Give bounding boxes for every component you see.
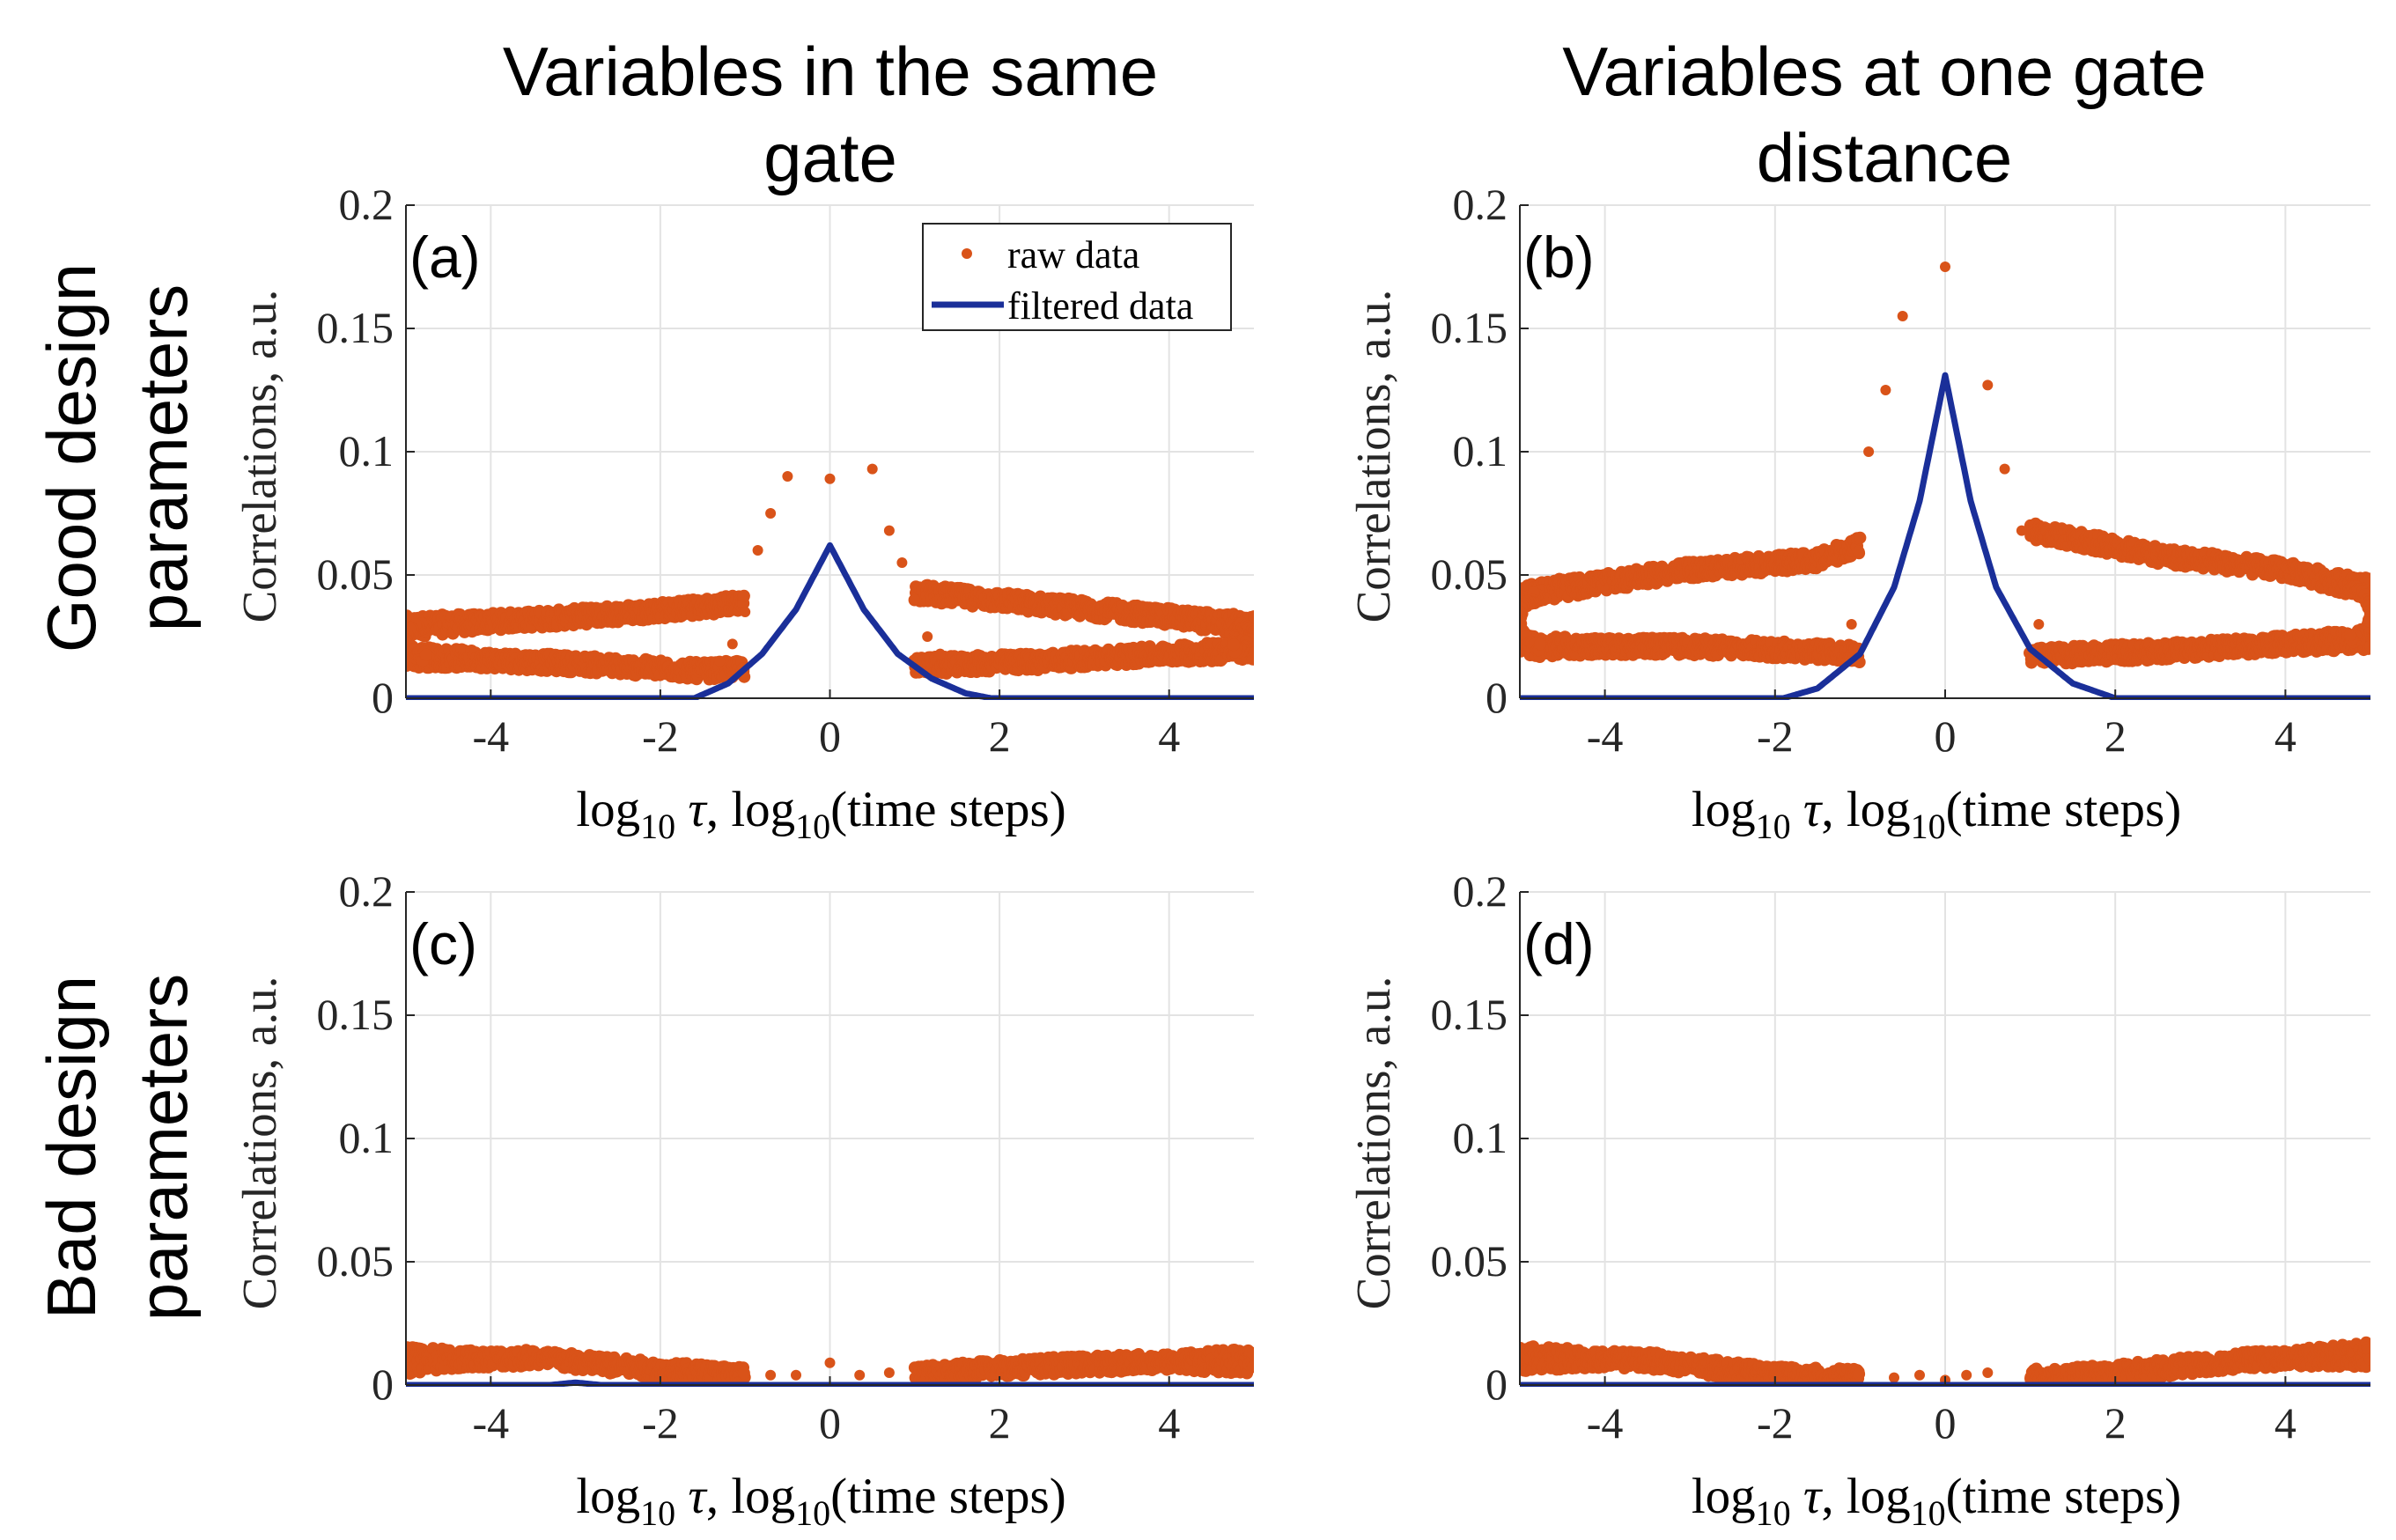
raw-peak-point bbox=[1880, 385, 1891, 395]
raw-peak-point bbox=[752, 545, 763, 556]
y-tick-label: 0.05 bbox=[1431, 549, 1508, 599]
raw-peak-point bbox=[1863, 446, 1875, 457]
x-tick-label: -4 bbox=[472, 711, 509, 761]
raw-data-point bbox=[2344, 629, 2357, 642]
raw-data-point bbox=[2363, 572, 2370, 586]
x-tick-label: 4 bbox=[1158, 711, 1180, 761]
y-tick-label: 0.15 bbox=[317, 303, 394, 352]
raw-peak-point bbox=[896, 557, 908, 568]
y-axis-label: Correlations, a.u. bbox=[232, 290, 286, 623]
y-tick-label: 0.2 bbox=[1453, 180, 1508, 229]
raw-peak-point bbox=[2033, 619, 2045, 630]
row-title-bottom: Bad design parameters bbox=[33, 974, 202, 1322]
raw-peak-point bbox=[1940, 262, 1950, 272]
y-tick-label: 0.2 bbox=[339, 180, 394, 229]
raw-peak-point bbox=[1999, 463, 2010, 475]
x-tick-label: -2 bbox=[642, 711, 679, 761]
y-axis-label: Correlations, a.u. bbox=[1346, 290, 1400, 623]
raw-peak-point bbox=[922, 631, 933, 642]
x-axis-label: log10 τ, log10(time steps) bbox=[576, 782, 1065, 846]
raw-peak-point bbox=[2016, 525, 2027, 536]
panel-label: (b) bbox=[1523, 225, 1595, 290]
raw-peak-point bbox=[740, 607, 751, 617]
legend-raw-marker bbox=[962, 248, 972, 259]
y-tick-label: 0.1 bbox=[339, 426, 394, 475]
legend-raw-label: raw data bbox=[1007, 233, 1139, 276]
raw-data-point bbox=[1246, 652, 1254, 666]
y-tick-label: 0 bbox=[372, 673, 394, 722]
raw-peak-point bbox=[782, 471, 793, 482]
raw-peak-point bbox=[1982, 379, 1994, 391]
chart-panel-b: -4 -2 0 2 4 0 0.05 0.1 0.15 0.2 Correlations, a.u.… bbox=[1346, 180, 2370, 846]
plot-area bbox=[1520, 262, 2370, 700]
chart-panel-a: -4 -2 0 2 4 0 0.05 0.1 0.15 0.2 Correlations, a.u.… bbox=[232, 180, 1254, 846]
raw-peak-point bbox=[765, 508, 777, 519]
legend-filtered-label: filtered data bbox=[1007, 284, 1193, 328]
x-tick-label: 0 bbox=[1935, 711, 1957, 761]
raw-peak-point bbox=[1897, 311, 1908, 321]
raw-data-point bbox=[1533, 637, 1546, 651]
raw-data-point bbox=[1852, 545, 1865, 558]
x-tick-label: -4 bbox=[1587, 711, 1624, 761]
raw-peak-point bbox=[909, 594, 920, 605]
raw-data-point bbox=[419, 648, 432, 661]
raw-peak-point bbox=[726, 638, 738, 650]
raw-data-point bbox=[737, 589, 750, 602]
raw-data-point bbox=[1227, 638, 1241, 652]
plot-area bbox=[406, 1341, 1254, 1387]
raw-data-point bbox=[1248, 610, 1254, 623]
raw-data-point bbox=[2364, 639, 2370, 652]
y-tick-label: 0.15 bbox=[1431, 303, 1508, 352]
column-title-left: Variables in the same gate bbox=[503, 33, 1158, 196]
y-tick-label: 0.05 bbox=[317, 549, 394, 599]
y-tick-label: 0 bbox=[1486, 673, 1508, 722]
raw-peak-point bbox=[934, 648, 946, 659]
raw-peak-point bbox=[824, 473, 836, 484]
x-axis-label: log10 τ, log10(time steps) bbox=[1692, 782, 2181, 846]
raw-peak-point bbox=[866, 463, 878, 475]
x-tick-label: 2 bbox=[2105, 711, 2127, 761]
raw-peak-point bbox=[883, 525, 895, 536]
x-tick-label: 0 bbox=[819, 711, 841, 761]
x-tick-label: 4 bbox=[2274, 711, 2296, 761]
raw-peak-point bbox=[1846, 619, 1857, 630]
x-tick-label: 2 bbox=[989, 711, 1011, 761]
column-title-right: Variables at one gate distance bbox=[1562, 33, 2206, 196]
raw-peak-point bbox=[714, 656, 726, 667]
x-tick-label: -2 bbox=[1757, 711, 1794, 761]
raw-data-point bbox=[1854, 531, 1867, 544]
row-title-top: Good design parameters bbox=[33, 263, 202, 652]
legend-box bbox=[922, 223, 1232, 331]
panel-label: (a) bbox=[409, 225, 481, 290]
y-tick-label: 0.1 bbox=[1453, 426, 1508, 475]
plot-area bbox=[406, 463, 1254, 700]
